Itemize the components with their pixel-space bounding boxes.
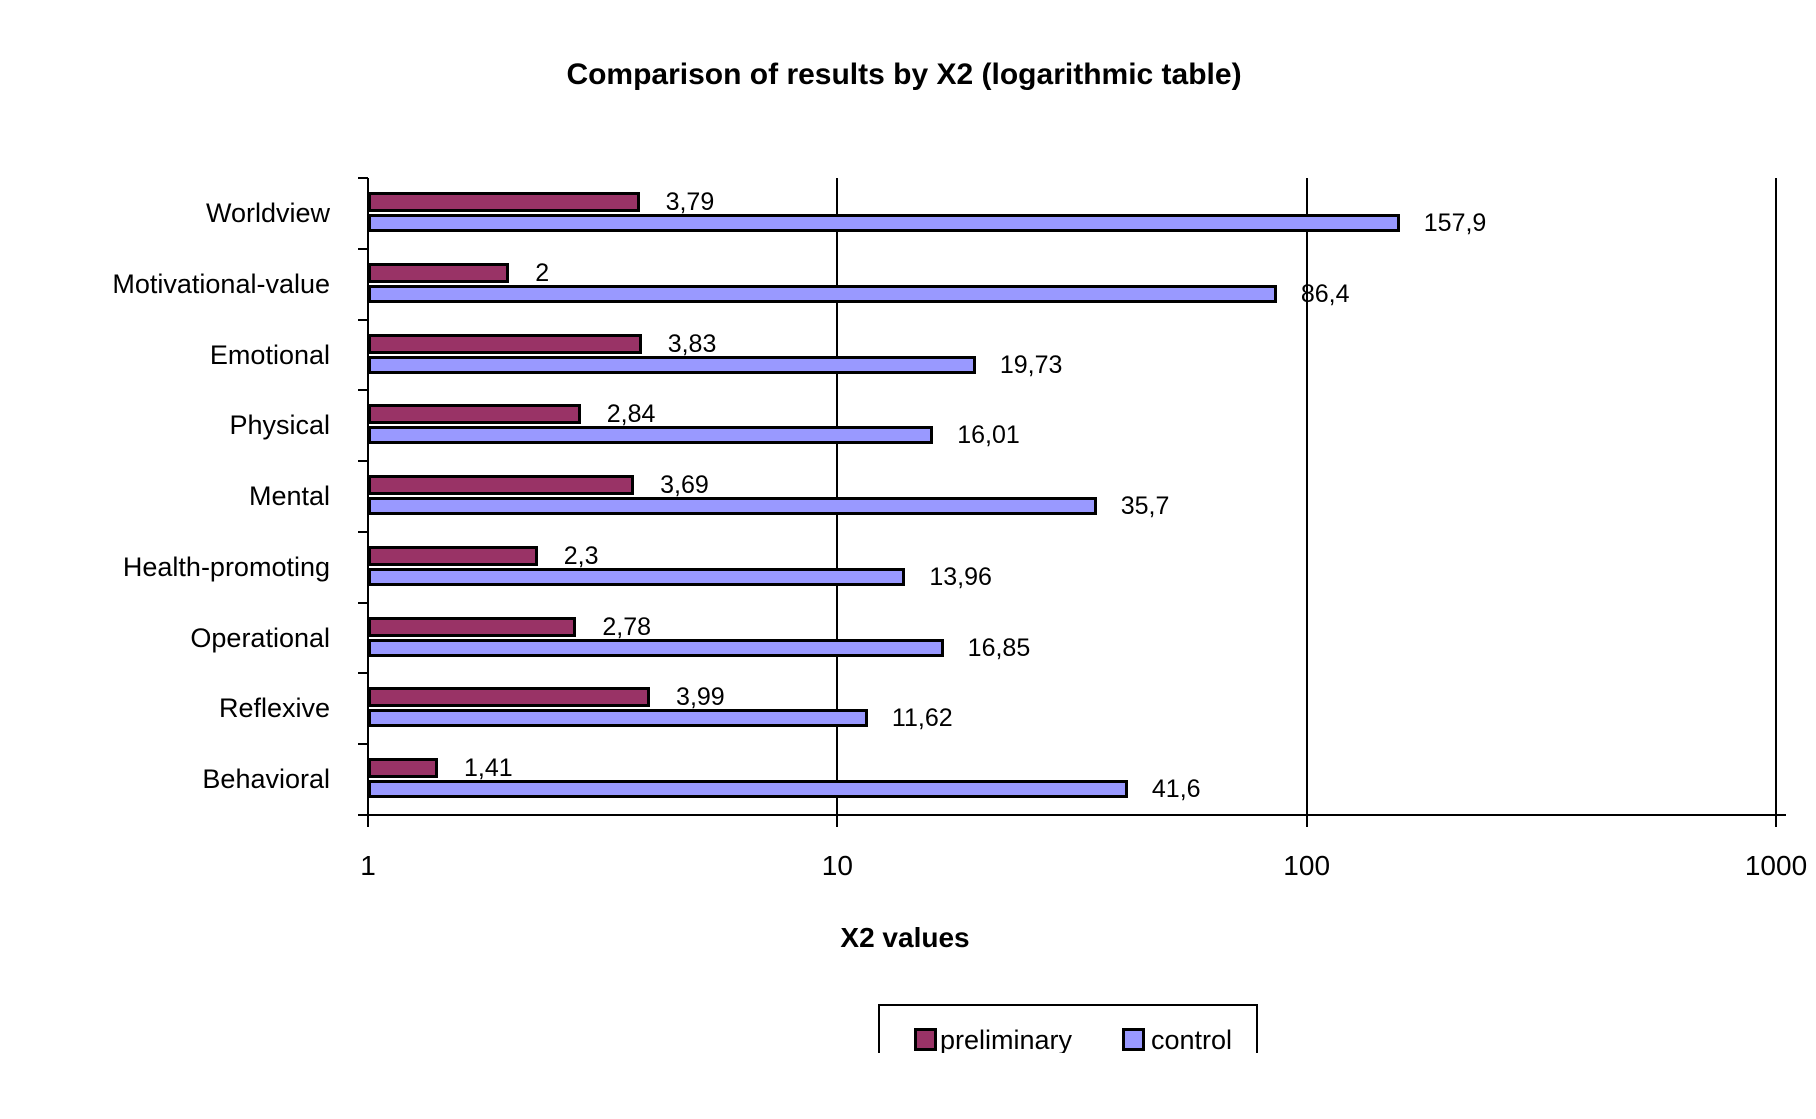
bar-value-label-preliminary: 2,84 <box>606 400 656 429</box>
category-label: Physical <box>229 410 330 441</box>
legend-label-preliminary: preliminary <box>940 1025 1073 1053</box>
x-tick-label: 1000 <box>1744 850 1808 881</box>
y-axis-tick <box>358 672 368 674</box>
x-axis-line <box>358 814 1786 816</box>
bar-preliminary <box>368 475 635 496</box>
bar-value-label-preliminary: 3,83 <box>667 329 717 358</box>
legend-box: preliminary control <box>878 1004 1258 1053</box>
x-axis-tick-10 <box>836 815 839 827</box>
bar-control <box>368 567 906 586</box>
bar-value-label-control: 16,01 <box>957 421 1020 450</box>
bar-value-label-control: 86,4 <box>1300 279 1350 308</box>
bar-value-label-preliminary: 2,3 <box>563 541 599 570</box>
bar-preliminary <box>368 687 651 708</box>
bar-value-label-control: 13,96 <box>929 562 992 591</box>
bar-value-label-control: 19,73 <box>999 350 1063 379</box>
bar-preliminary <box>368 545 538 566</box>
x-tick-label: 100 <box>1283 850 1331 881</box>
bar-preliminary <box>368 758 439 779</box>
category-axis-labels: Worldview Motivational-value Emotional Phys… <box>0 178 330 815</box>
category-label: Operational <box>190 622 330 653</box>
plot-area: 3,79 157,9 2 86,4 3,83 19,73 2,84 16,01 3,69 35,7… <box>358 177 1786 827</box>
bar-value-label-control: 157,9 <box>1423 209 1487 237</box>
bar-control <box>368 497 1097 516</box>
x-tick-label: 1 <box>360 850 376 881</box>
bar-control <box>368 709 868 728</box>
bar-control <box>368 214 1400 232</box>
x-axis-tick-1000 <box>1775 815 1777 827</box>
gridline-1000 <box>1775 178 1777 815</box>
category-label: Health-promoting <box>122 551 330 582</box>
category-label: Behavioral <box>202 764 330 795</box>
category-label: Motivational-value <box>112 268 330 299</box>
legend-swatch-control-icon <box>1122 1028 1145 1051</box>
bar-value-label-preliminary: 2 <box>535 258 550 287</box>
bar-value-label-control: 41,6 <box>1151 775 1201 804</box>
x-axis-tick-labels: 1 10 100 1000 <box>360 850 1807 885</box>
y-axis-tick <box>358 743 368 745</box>
y-axis-tick <box>358 177 368 179</box>
bar-preliminary <box>368 333 642 354</box>
bar-value-label-preliminary: 1,41 <box>464 754 513 783</box>
category-label: Worldview <box>205 198 330 228</box>
y-axis-tick <box>358 460 368 462</box>
legend-label-control: control <box>1151 1025 1233 1053</box>
y-axis-tick <box>358 531 368 533</box>
x-tick-label: 10 <box>821 850 853 881</box>
chart-title: Comparison of results by X2 (logarithmic… <box>566 58 1242 91</box>
bar-preliminary <box>368 616 577 637</box>
y-axis-tick <box>358 602 368 604</box>
x-axis-tick-100 <box>1305 815 1308 827</box>
bar-value-label-preliminary: 2,78 <box>602 612 652 641</box>
y-axis-tick <box>358 389 368 391</box>
bar-control <box>368 638 944 657</box>
y-axis-tick <box>358 319 368 321</box>
bar-preliminary <box>368 404 581 425</box>
bar-value-label-preliminary: 3,99 <box>676 683 725 712</box>
category-label: Emotional <box>209 339 330 370</box>
gridline-10 <box>836 178 839 815</box>
x-axis-title: X2 values <box>840 922 970 953</box>
bar-control <box>368 284 1277 303</box>
y-axis-tick <box>358 814 368 816</box>
legend-swatch-preliminary-icon <box>914 1028 937 1051</box>
category-label: Reflexive <box>218 693 330 724</box>
y-axis-tick <box>358 248 368 250</box>
bar-control <box>368 426 934 445</box>
bar-value-label-control: 35,7 <box>1120 492 1170 521</box>
bar-preliminary <box>368 262 510 283</box>
bar-control <box>368 780 1128 799</box>
category-label: Mental <box>248 481 330 512</box>
x-axis-tick-1 <box>367 815 369 827</box>
bar-value-label-control: 16,85 <box>967 633 1031 662</box>
gridline-100 <box>1305 178 1308 815</box>
bar-value-label-control: 11,62 <box>891 704 953 733</box>
bar-preliminary <box>368 192 640 212</box>
bar-value-label-preliminary: 3,69 <box>660 471 709 500</box>
bar-control <box>368 355 976 374</box>
y-axis-line <box>367 178 369 815</box>
bar-value-label-preliminary: 3,79 <box>665 188 715 216</box>
